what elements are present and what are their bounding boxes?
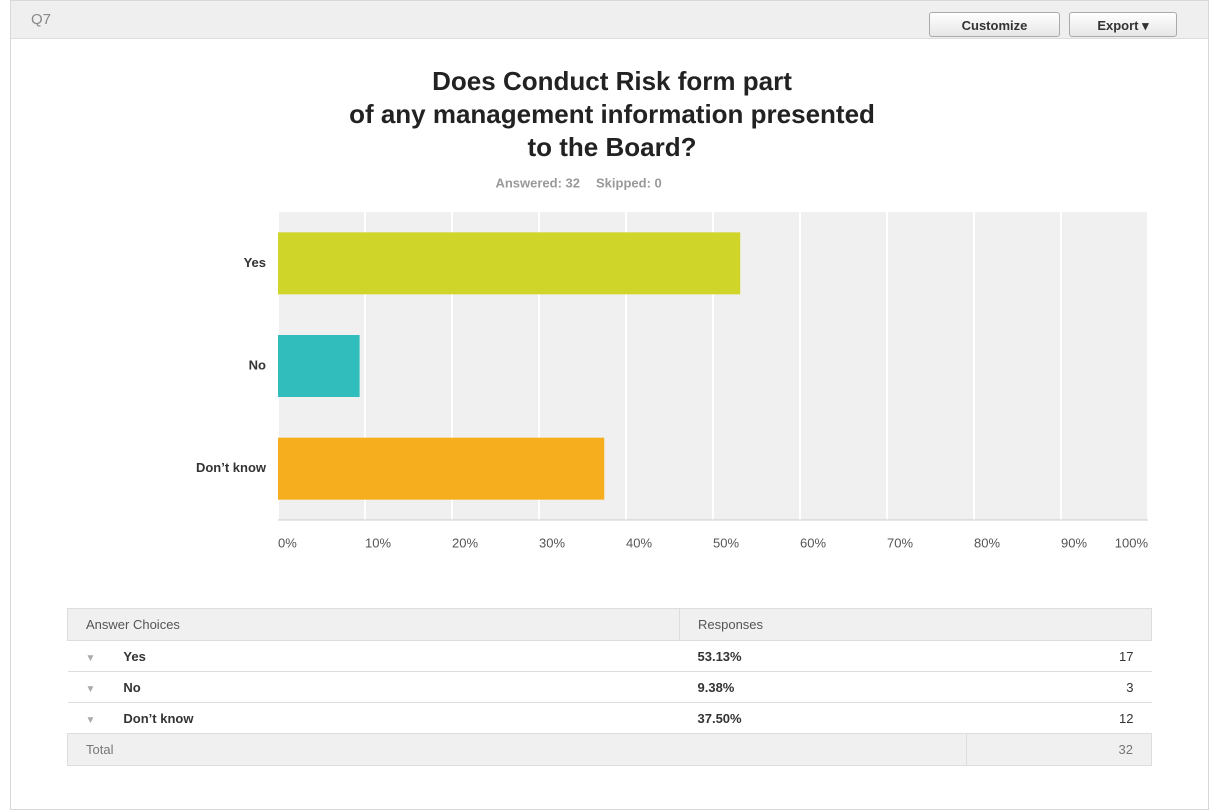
bar [278, 437, 605, 500]
percent: 37.50% [679, 702, 967, 734]
export-button[interactable]: Export ▾ [1069, 12, 1177, 37]
export-label: Export [1097, 18, 1139, 33]
x-tick-label: 50% [713, 535, 739, 550]
skipped: Skipped: 0 [596, 175, 662, 190]
chart-title: Does Conduct Risk form part of any manage… [349, 66, 875, 162]
percent: 53.13% [679, 640, 967, 672]
question-panel: Q7 Customize Export ▾ [10, 0, 1209, 810]
bar [278, 335, 360, 397]
count: 3 [966, 671, 1152, 703]
percent: 9.38% [679, 671, 967, 703]
choice: Yes [123, 648, 146, 664]
x-tick-label: 40% [626, 535, 652, 550]
x-tick-label: 90% [1061, 535, 1087, 550]
x-tick-label: 70% [887, 535, 913, 550]
x-tick-label: 10% [365, 535, 391, 550]
header-cell: Responses [679, 608, 1152, 641]
total-label: Total [66, 733, 968, 766]
x-tick-label: 80% [974, 535, 1000, 550]
y-tick-label: No [249, 357, 266, 372]
x-tick-label: 30% [539, 535, 565, 550]
x-tick-label: 20% [452, 535, 478, 550]
choice: No [123, 679, 141, 695]
total-count: 32 [966, 733, 1152, 766]
x-tick-label: 0% [278, 535, 297, 550]
bar [278, 232, 741, 295]
y-tick-label: Yes [244, 255, 266, 270]
response-table: Answer Choices Responses ▼ Yes 53.13% 17 ▼ No… [66, 608, 1152, 766]
choice: Don’t know [123, 710, 194, 726]
toolbar: Q7 Customize Export ▾ [11, 1, 1208, 39]
customize-button[interactable]: Customize [929, 12, 1060, 37]
chart: Does Conduct Risk form part of any manage… [196, 66, 1149, 550]
answered: Answered: 32 [495, 175, 580, 190]
y-tick-label: Don’t know [196, 460, 267, 475]
question-number: Q7 [31, 11, 52, 28]
x-tick-label: 100% [1115, 535, 1149, 550]
count: 12 [966, 702, 1152, 734]
count: 17 [966, 640, 1152, 672]
header-cell: Answer Choices [67, 608, 680, 641]
x-tick-label: 60% [800, 535, 826, 550]
